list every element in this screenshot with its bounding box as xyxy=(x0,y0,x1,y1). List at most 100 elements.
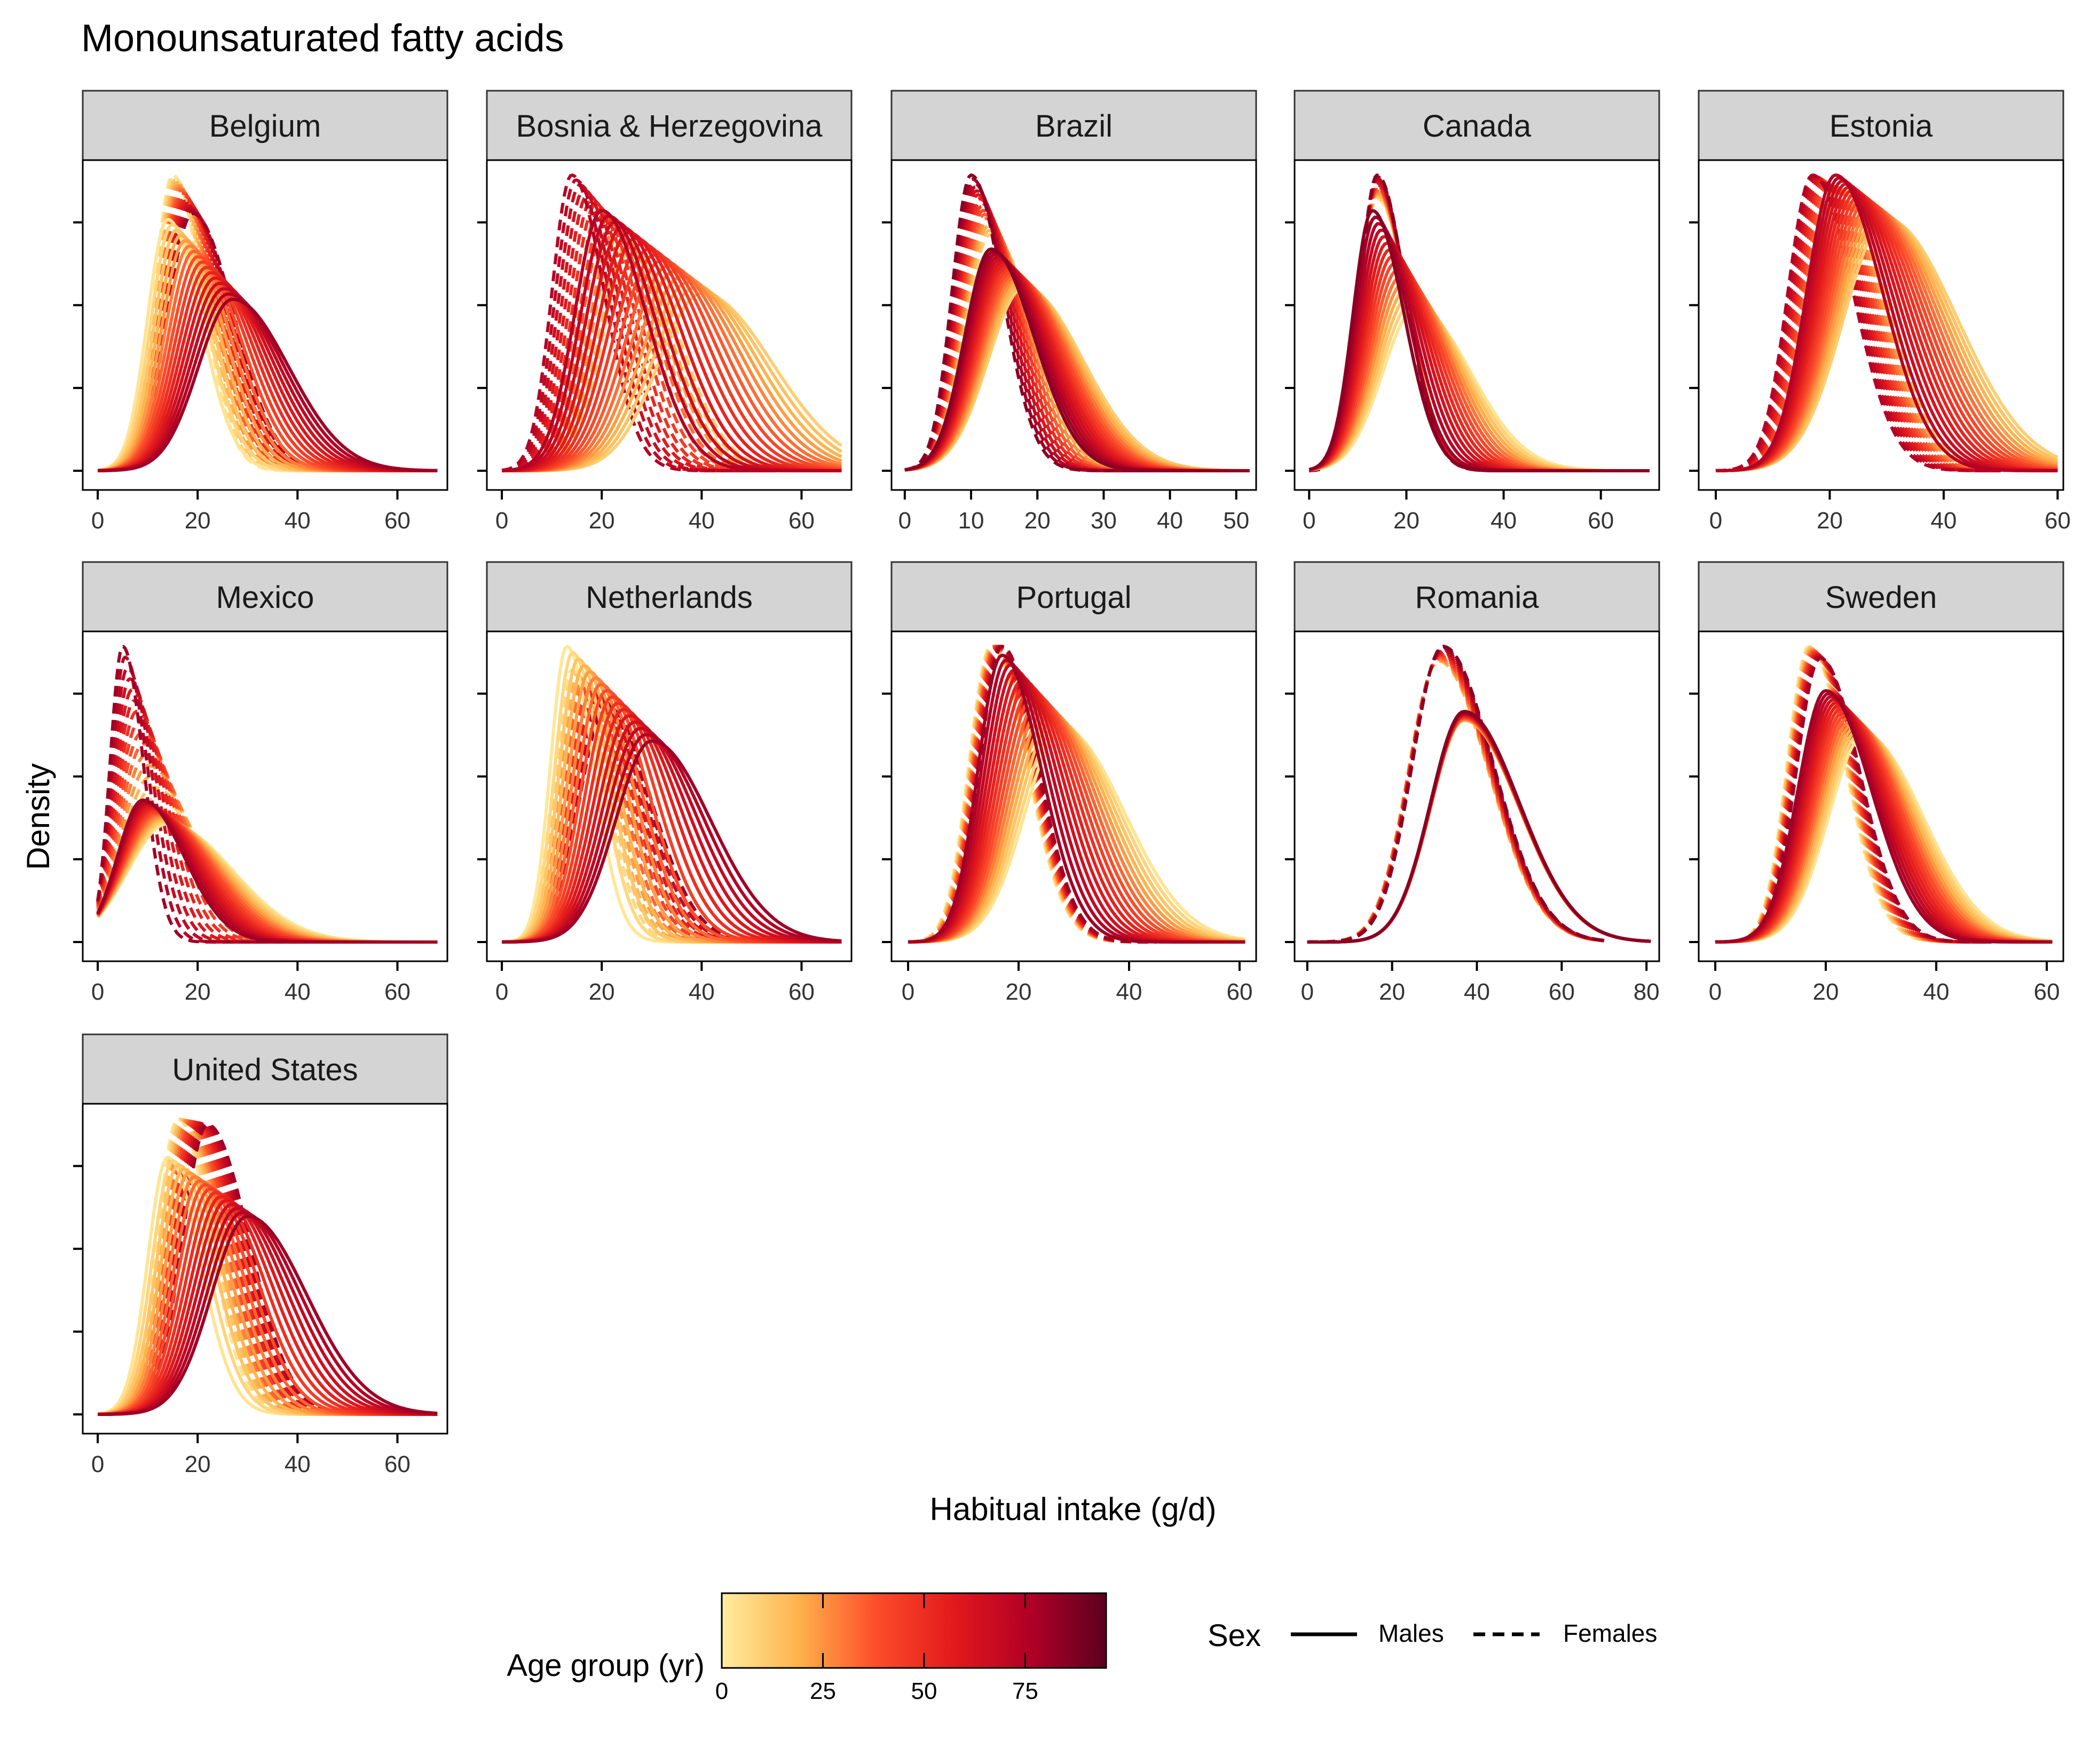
x-tick-label-canada: 60 xyxy=(1588,508,1614,534)
curve-netherlands-males-age-80 xyxy=(502,739,842,944)
x-tick-label-sweden: 40 xyxy=(1923,979,1950,1005)
curve-netherlands-males-age-64 xyxy=(502,720,842,944)
curve-bosnia-herzegovina-males-age-49 xyxy=(502,242,842,472)
panel-romania: Romania 0 20 40 60 80 xyxy=(1285,561,1660,1005)
x-tick-label-bosnia-herzegovina: 20 xyxy=(589,508,615,534)
x-tick-label-mexico: 60 xyxy=(384,979,411,1005)
panel-netherlands: Netherlands 0 20 40 60 xyxy=(477,561,853,1005)
x-tick-label-canada: 0 xyxy=(1303,508,1315,534)
curve-estonia-females-age-71 xyxy=(1715,175,2001,472)
curves-united-states xyxy=(97,1117,438,1416)
x-tick-label-netherlands: 0 xyxy=(495,979,508,1005)
curve-canada-males-age-85 xyxy=(1308,209,1650,472)
curve-bosnia-herzegovina-males-age-53 xyxy=(502,236,842,472)
x-tick-label-romania: 60 xyxy=(1549,979,1575,1005)
curve-sweden-males-age-80 xyxy=(1715,689,2053,944)
curve-bosnia-herzegovina-females-age-58 xyxy=(502,193,777,472)
curve-estonia-females-age-23 xyxy=(1716,185,2001,472)
x-tick-label-canada: 40 xyxy=(1490,508,1517,534)
x-tick-label-bosnia-herzegovina: 60 xyxy=(788,508,815,534)
color-legend-title: Age group (yr) xyxy=(507,1648,705,1683)
x-tick-label-brazil: 20 xyxy=(1024,508,1051,534)
x-tick-label-sweden: 0 xyxy=(1709,979,1722,1005)
x-tick-label-romania: 40 xyxy=(1464,979,1490,1005)
strip-label-canada: Canada xyxy=(1423,109,1532,144)
x-tick-label-portugal: 20 xyxy=(1006,979,1032,1005)
strip-canada xyxy=(1294,90,1660,161)
curve-belgium-males-age-80 xyxy=(98,297,438,472)
x-tick-label-romania: 0 xyxy=(1301,979,1314,1005)
curve-bosnia-herzegovina-females-age-23 xyxy=(502,232,777,472)
curves-mexico xyxy=(96,645,438,944)
strip-label-belgium: Belgium xyxy=(209,109,321,144)
x-tick-label-sweden: 60 xyxy=(2033,979,2060,1005)
curves-netherlands xyxy=(502,645,842,944)
curve-netherlands-males-age-70 xyxy=(502,726,842,944)
x-tick-label-netherlands: 40 xyxy=(689,979,715,1005)
curve-belgium-females-age-75 xyxy=(98,209,323,472)
strip-portugal xyxy=(890,561,1257,632)
panel-estonia: Estonia 0 20 40 60 xyxy=(1689,90,2071,534)
x-tick-label-bosnia-herzegovina: 0 xyxy=(495,508,508,534)
linetype-legend-title: Sex xyxy=(1208,1618,1261,1653)
x-tick-label-canada: 20 xyxy=(1393,508,1419,534)
x-tick-label-portugal: 0 xyxy=(902,979,914,1005)
curve-bosnia-herzegovina-males-age-40 xyxy=(502,253,842,472)
curve-united-states-males-age-70 xyxy=(98,1207,438,1416)
strip-united-states xyxy=(82,1033,448,1105)
facet-panels: Belgium 0 20 40 60 Bosnia & Herzegovina 0 20 40 6… xyxy=(73,90,2071,1477)
x-tick-label-estonia: 20 xyxy=(1817,508,1843,534)
strip-label-portugal: Portugal xyxy=(1016,580,1131,615)
x-tick-label-belgium: 40 xyxy=(285,508,311,534)
strip-label-bosnia-herzegovina: Bosnia & Herzegovina xyxy=(516,109,823,144)
curve-brazil-males-age-85 xyxy=(904,247,1250,472)
strip-label-united-states: United States xyxy=(172,1053,358,1087)
curve-bosnia-herzegovina-females-age-71 xyxy=(501,178,777,472)
x-tick-label-netherlands: 60 xyxy=(788,979,815,1005)
curve-brazil-females-age-85 xyxy=(904,173,1170,472)
colorbar-tick-label: 50 xyxy=(911,1678,937,1704)
plot-area-romania xyxy=(1294,630,1660,962)
x-tick-label-belgium: 20 xyxy=(185,508,211,534)
curve-united-states-males-age-59 xyxy=(98,1199,438,1416)
chart-title: Monounsaturated fatty acids xyxy=(81,17,564,60)
x-tick-label-united-states: 20 xyxy=(185,1451,211,1477)
x-tick-label-mexico: 0 xyxy=(91,979,104,1005)
curves-canada xyxy=(1308,173,1650,472)
panel-united-states: United States 0 20 40 60 xyxy=(73,1033,448,1477)
curves-brazil xyxy=(904,173,1250,472)
x-tick-label-united-states: 40 xyxy=(285,1451,311,1477)
colorbar-tick-label: 0 xyxy=(715,1678,728,1704)
strip-bosnia-herzegovina xyxy=(486,90,853,161)
curve-bosnia-herzegovina-males-age-45 xyxy=(502,248,842,472)
curve-romania-females-age-85 xyxy=(1307,645,1605,944)
curve-sweden-females-age-80 xyxy=(1715,656,1992,944)
curve-united-states-males-age-65 xyxy=(98,1203,438,1416)
strip-label-brazil: Brazil xyxy=(1035,109,1113,144)
x-tick-label-brazil: 0 xyxy=(898,508,911,534)
x-tick-label-netherlands: 20 xyxy=(589,979,615,1005)
curve-mexico-males-age-80 xyxy=(96,798,438,944)
curve-brazil-females-age-65 xyxy=(904,189,1170,472)
curves-sweden xyxy=(1715,645,2053,944)
curves-belgium xyxy=(97,173,438,472)
curve-mexico-females-age-80 xyxy=(96,645,323,944)
x-tick-label-mexico: 20 xyxy=(185,979,211,1005)
legend-label-males: Males xyxy=(1378,1619,1444,1647)
x-tick-label-brazil: 40 xyxy=(1157,508,1183,534)
x-tick-label-united-states: 0 xyxy=(91,1451,104,1477)
x-tick-label-bosnia-herzegovina: 40 xyxy=(689,508,715,534)
x-tick-label-belgium: 0 xyxy=(91,508,104,534)
x-tick-label-sweden: 20 xyxy=(1813,979,1839,1005)
curve-portugal-males-age-80 xyxy=(908,653,1245,944)
panel-bosnia-herzegovina: Bosnia & Herzegovina 0 20 40 60 xyxy=(477,90,853,534)
strip-romania xyxy=(1294,561,1660,632)
y-axis-title: Density xyxy=(20,763,56,870)
x-tick-label-estonia: 0 xyxy=(1709,508,1722,534)
strip-label-mexico: Mexico xyxy=(216,580,314,615)
panel-portugal: Portugal 0 20 40 60 xyxy=(882,561,1257,1005)
curves-romania xyxy=(1307,645,1651,944)
curve-united-states-females-age-54 xyxy=(98,1121,348,1416)
